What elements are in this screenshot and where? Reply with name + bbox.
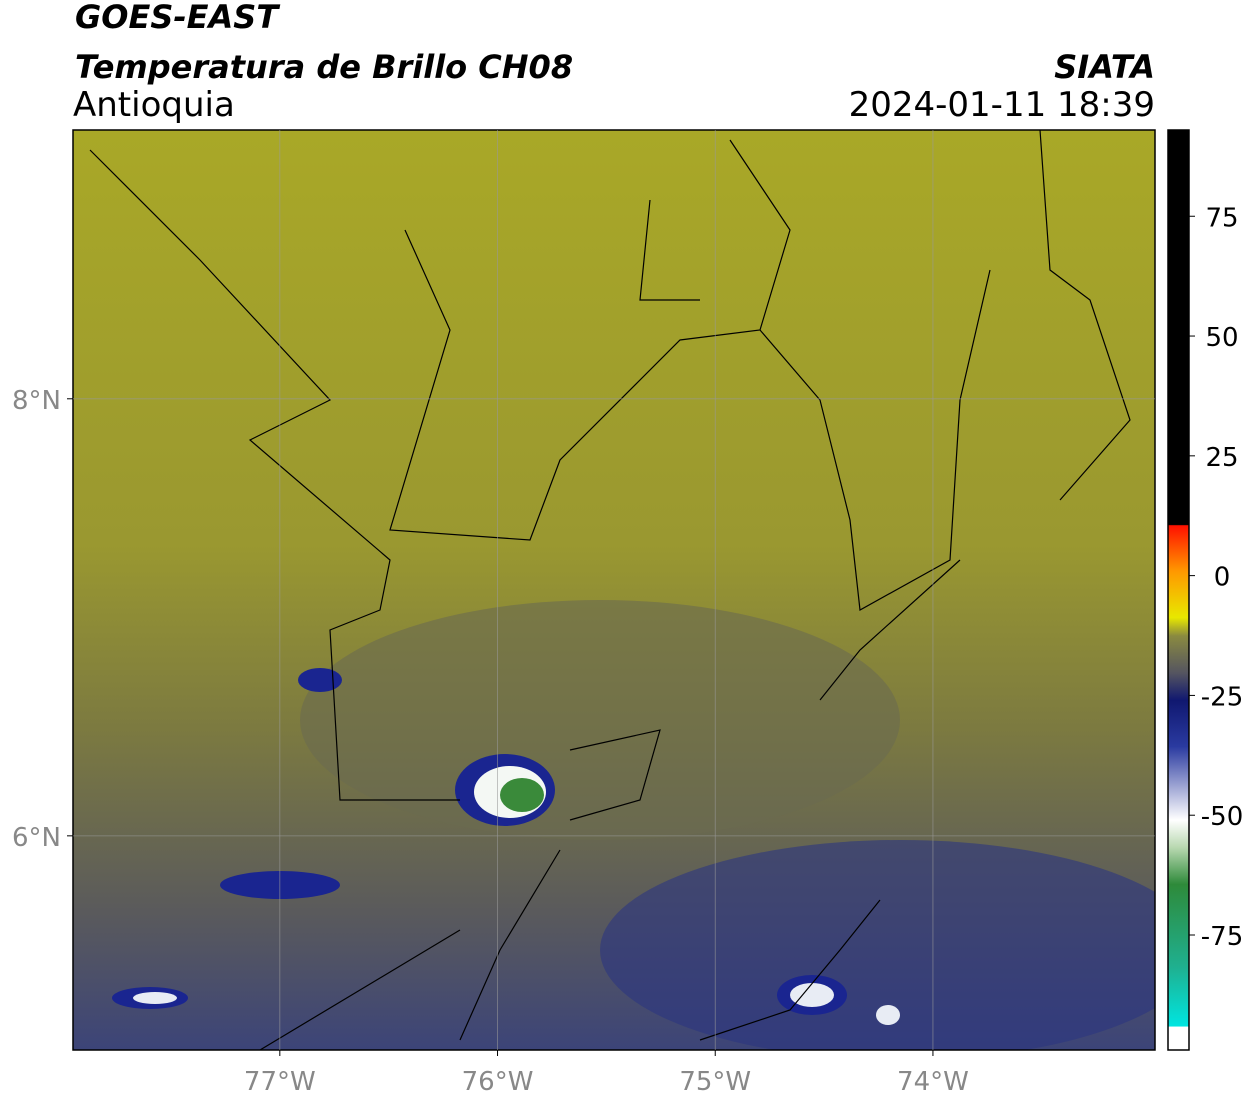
map-frame (72, 129, 1156, 1051)
datetime: 2024-01-11 18:39 (849, 85, 1155, 125)
colorbar-tick-label: 75 (1205, 203, 1238, 233)
x-tick-label: 77°W (244, 1067, 316, 1097)
y-tick-label: 8°N (12, 386, 61, 416)
source: SIATA (1054, 48, 1155, 86)
map-image (73, 130, 1155, 1050)
subtitle: Temperatura de Brillo CH08 (75, 48, 573, 86)
x-tick-label: 76°W (462, 1067, 534, 1097)
region: Antioquia (73, 85, 235, 125)
x-tick-label: 75°W (679, 1067, 751, 1097)
x-tick-label: 74°W (897, 1067, 969, 1097)
y-tick-label: 6°N (12, 823, 61, 853)
colorbar-tick-label: 50 (1205, 323, 1238, 353)
colorbar-tick-label: -75 (1201, 922, 1243, 952)
colorbar-tick-label: -25 (1201, 682, 1243, 712)
colorbar-tick-label: 25 (1205, 443, 1238, 473)
colorbar-tick-label: -50 (1201, 802, 1243, 832)
colorbar-tick-label: 0 (1214, 563, 1231, 593)
title: GOES-EAST (75, 0, 280, 36)
colorbar (1167, 129, 1190, 1051)
